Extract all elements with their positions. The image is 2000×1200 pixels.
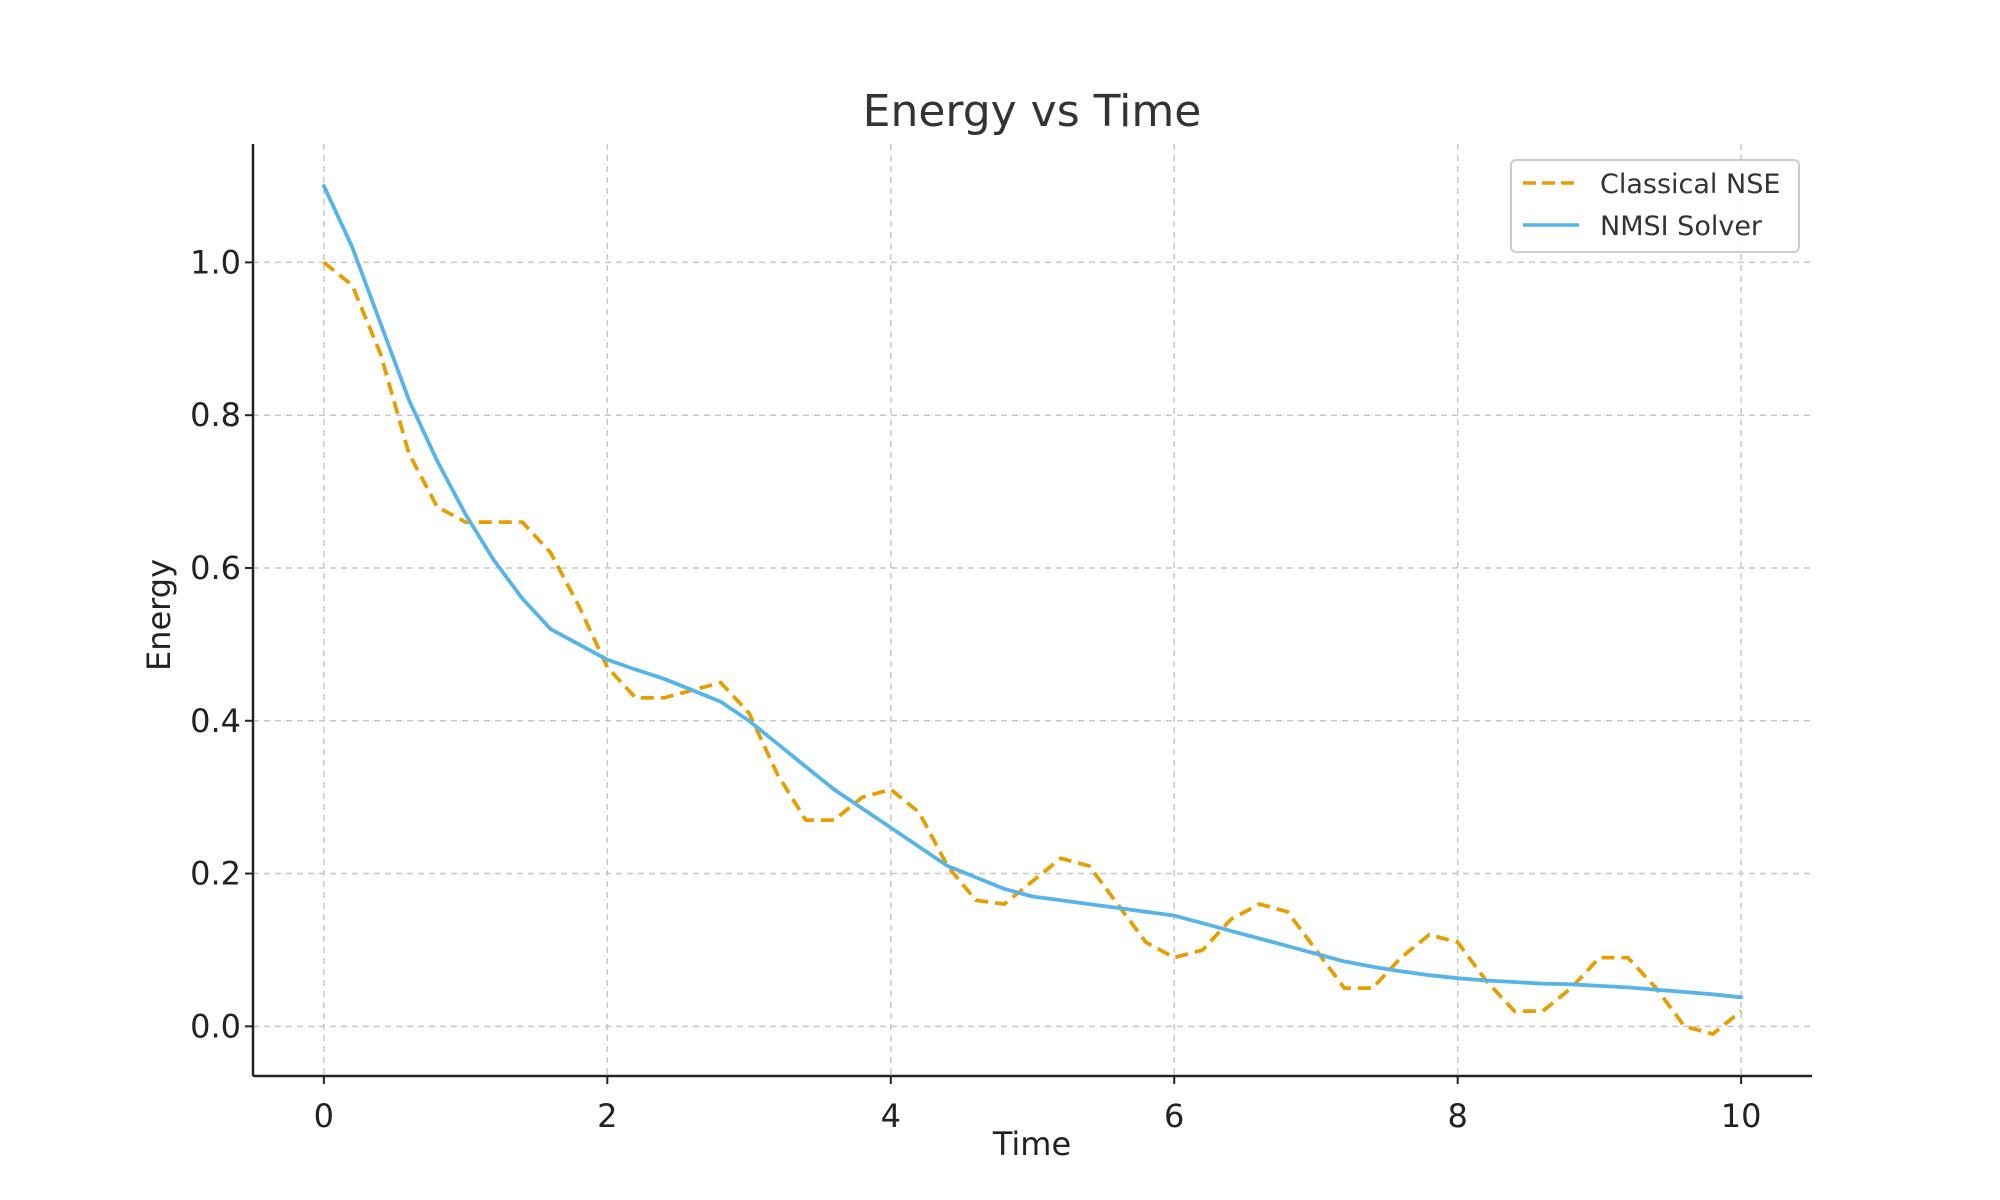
axes-layer: 0 2 4 6 8 10 0.0 0.2 0.4 0.6 0.8 1.0 xyxy=(190,144,1812,1135)
x-tick-label: 6 xyxy=(1164,1097,1184,1135)
x-tick-label: 10 xyxy=(1721,1097,1762,1135)
x-tick-label: 0 xyxy=(314,1097,334,1135)
legend-label-classical-nse: Classical NSE xyxy=(1600,169,1780,200)
series-line-nmsi-solver xyxy=(322,184,1743,1000)
legend-frame xyxy=(1510,159,1800,253)
y-tick-label: 1.0 xyxy=(190,243,241,281)
y-tick-label: 0.2 xyxy=(190,855,241,893)
x-tick-label: 2 xyxy=(597,1097,617,1135)
series-layer xyxy=(322,184,1743,1036)
legend: Classical NSE NMSI Solver xyxy=(1510,159,1800,253)
y-tick-label: 0.0 xyxy=(190,1007,241,1045)
x-tick-label: 8 xyxy=(1448,1097,1468,1135)
y-tick-label: 0.6 xyxy=(190,549,241,587)
y-tick-label: 0.8 xyxy=(190,396,241,434)
y-axis-label: Energy xyxy=(140,559,178,671)
x-axis-label: Time xyxy=(992,1125,1071,1163)
y-tick-label: 0.4 xyxy=(190,702,241,740)
series-line-classical-nse xyxy=(322,260,1743,1036)
chart-title: Energy vs Time xyxy=(863,86,1202,137)
grid-layer xyxy=(253,144,1812,1076)
legend-label-nmsi-solver: NMSI Solver xyxy=(1600,211,1763,242)
x-tick-label: 4 xyxy=(881,1097,901,1135)
